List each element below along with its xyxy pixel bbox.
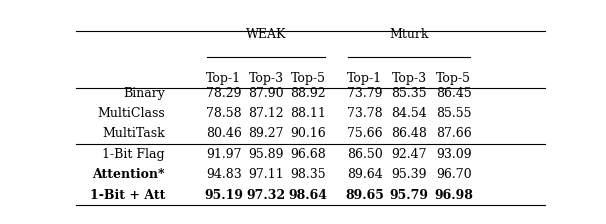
Text: 73.78: 73.78 bbox=[347, 107, 382, 120]
Text: 94.83: 94.83 bbox=[206, 168, 242, 181]
Text: 86.48: 86.48 bbox=[391, 127, 427, 140]
Text: 78.29: 78.29 bbox=[206, 87, 241, 100]
Text: Binary: Binary bbox=[123, 87, 165, 100]
Text: 85.55: 85.55 bbox=[436, 107, 471, 120]
Text: Mturk: Mturk bbox=[390, 28, 429, 41]
Text: 78.58: 78.58 bbox=[206, 107, 242, 120]
Text: Top-3: Top-3 bbox=[248, 72, 284, 85]
Text: 1-Bit Flag: 1-Bit Flag bbox=[102, 148, 165, 161]
Text: 96.98: 96.98 bbox=[435, 189, 473, 202]
Text: Top-1: Top-1 bbox=[206, 72, 241, 85]
Text: Top-5: Top-5 bbox=[436, 72, 471, 85]
Text: 96.70: 96.70 bbox=[436, 168, 471, 181]
Text: 87.66: 87.66 bbox=[436, 127, 471, 140]
Text: 88.92: 88.92 bbox=[290, 87, 326, 100]
Text: 95.79: 95.79 bbox=[390, 189, 428, 202]
Text: Top-3: Top-3 bbox=[391, 72, 427, 85]
Text: 80.46: 80.46 bbox=[206, 127, 242, 140]
Text: 73.79: 73.79 bbox=[347, 87, 382, 100]
Text: 96.68: 96.68 bbox=[290, 148, 326, 161]
Text: Top-1: Top-1 bbox=[347, 72, 382, 85]
Text: 75.66: 75.66 bbox=[347, 127, 382, 140]
Text: 87.12: 87.12 bbox=[248, 107, 284, 120]
Text: 86.45: 86.45 bbox=[436, 87, 471, 100]
Text: 84.54: 84.54 bbox=[391, 107, 427, 120]
Text: 92.47: 92.47 bbox=[391, 148, 427, 161]
Text: 85.35: 85.35 bbox=[391, 87, 427, 100]
Text: 95.39: 95.39 bbox=[391, 168, 427, 181]
Text: 91.97: 91.97 bbox=[206, 148, 241, 161]
Text: 89.64: 89.64 bbox=[347, 168, 382, 181]
Text: MultiTask: MultiTask bbox=[102, 127, 165, 140]
Text: 90.16: 90.16 bbox=[290, 127, 326, 140]
Text: 97.32: 97.32 bbox=[247, 189, 285, 202]
Text: 86.50: 86.50 bbox=[347, 148, 382, 161]
Text: WEAK: WEAK bbox=[245, 28, 286, 41]
Text: 89.65: 89.65 bbox=[345, 189, 384, 202]
Text: 95.19: 95.19 bbox=[204, 189, 243, 202]
Text: 98.64: 98.64 bbox=[288, 189, 328, 202]
Text: 95.89: 95.89 bbox=[248, 148, 284, 161]
Text: 1-Bit + Att: 1-Bit + Att bbox=[90, 189, 165, 202]
Text: MultiClass: MultiClass bbox=[97, 107, 165, 120]
Text: 98.35: 98.35 bbox=[290, 168, 326, 181]
Text: 87.90: 87.90 bbox=[248, 87, 284, 100]
Text: Top-5: Top-5 bbox=[291, 72, 326, 85]
Text: Attention*: Attention* bbox=[93, 168, 165, 181]
Text: 88.11: 88.11 bbox=[290, 107, 326, 120]
Text: 93.09: 93.09 bbox=[436, 148, 471, 161]
Text: 89.27: 89.27 bbox=[248, 127, 284, 140]
Text: 97.11: 97.11 bbox=[248, 168, 284, 181]
